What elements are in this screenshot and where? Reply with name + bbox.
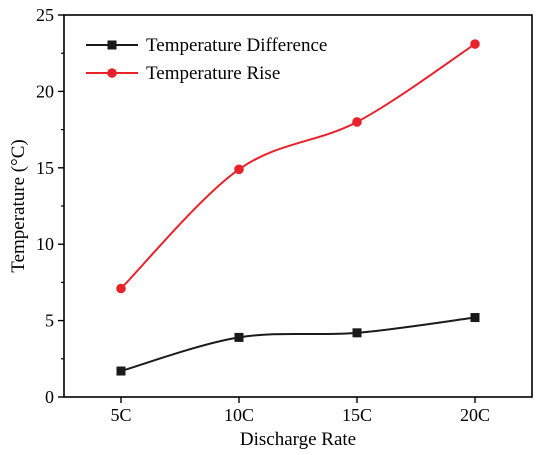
- x-tick-label: 20C: [460, 405, 490, 425]
- data-point: [470, 313, 480, 323]
- data-point: [116, 366, 126, 376]
- data-point: [470, 39, 480, 49]
- x-tick-label: 10C: [224, 405, 254, 425]
- x-tick-label: 5C: [110, 405, 131, 425]
- x-axis: 5C 10C 15C 20C: [110, 397, 490, 425]
- y-axis-label: Temperature (°C): [8, 139, 29, 272]
- x-axis-label: Discharge Rate: [240, 429, 356, 450]
- series-line-1: [120, 43, 476, 290]
- legend-marker: [107, 40, 117, 50]
- y-tick-label: 10: [36, 234, 54, 254]
- series-line-0: [120, 316, 476, 372]
- y-tick-label: 15: [36, 158, 54, 178]
- data-point: [234, 164, 244, 175]
- legend: Temperature Difference Temperature Rise: [86, 35, 327, 84]
- y-tick-label: 20: [36, 81, 54, 101]
- legend-label: Temperature Rise: [146, 63, 280, 84]
- data-point: [116, 283, 126, 294]
- data-point: [234, 332, 244, 342]
- legend-marker: [107, 68, 117, 78]
- series-layer: [116, 39, 480, 376]
- y-tick-label: 5: [45, 311, 54, 331]
- y-tick-label: 0: [45, 387, 54, 407]
- x-tick-label: 15C: [342, 405, 372, 425]
- legend-label: Temperature Difference: [146, 35, 327, 56]
- data-point: [352, 117, 362, 127]
- y-axis: 0 5 10 15 20 25: [36, 5, 64, 407]
- data-point: [352, 328, 362, 338]
- y-tick-label: 25: [36, 5, 54, 25]
